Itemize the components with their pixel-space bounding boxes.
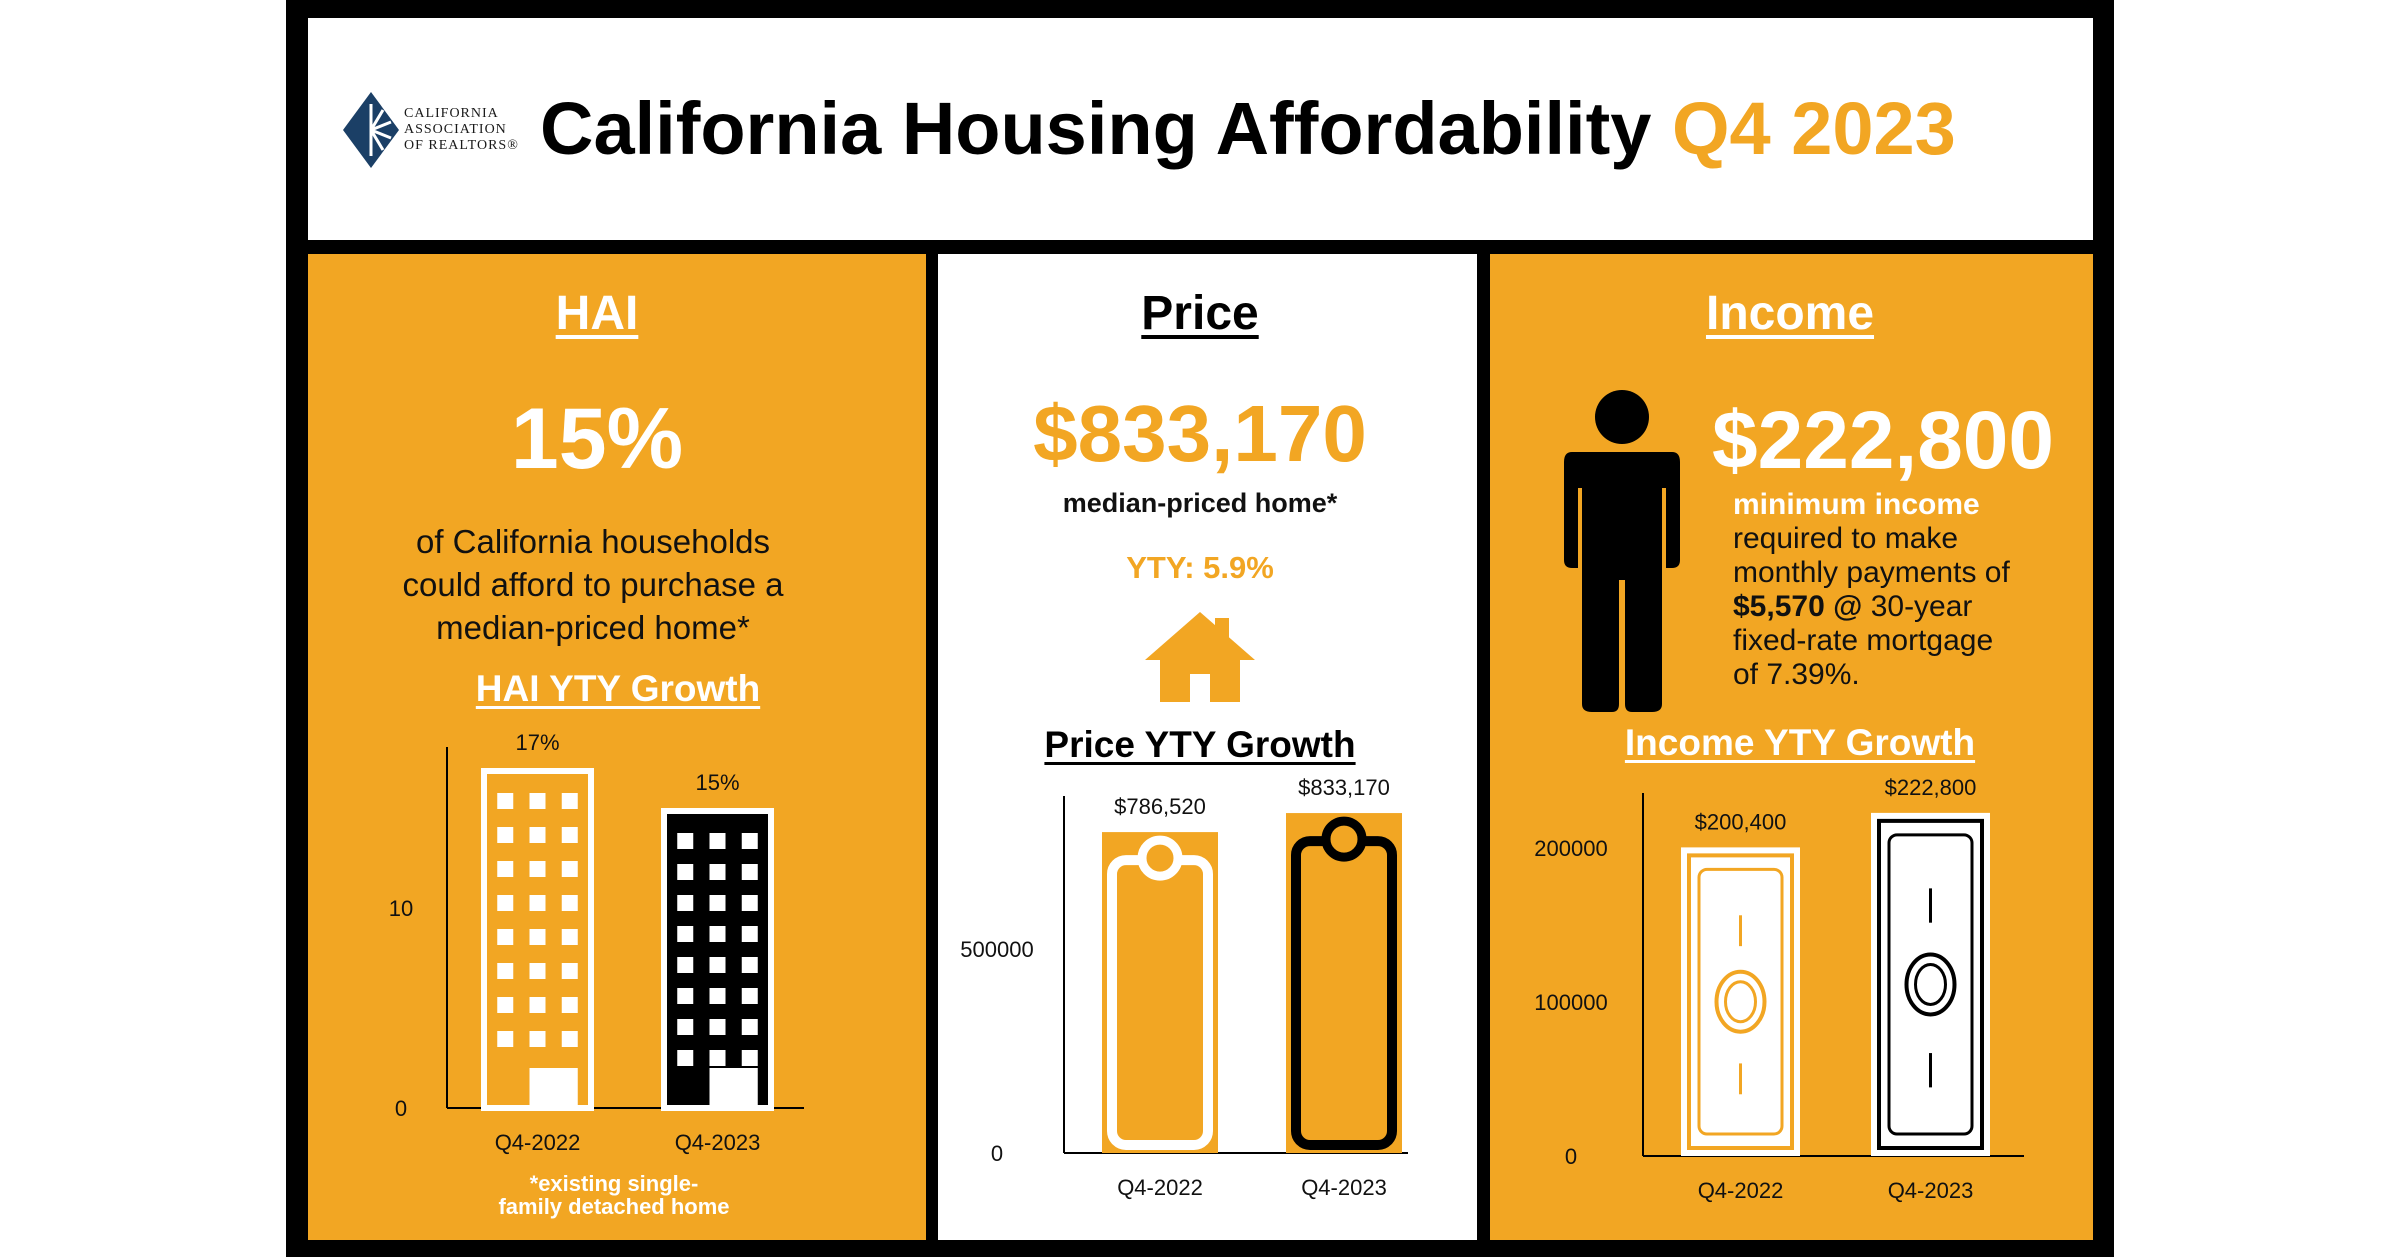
hai-title: HAI: [555, 287, 639, 340]
footnote-line: family detached home: [498, 1194, 730, 1219]
hai-panel: [308, 254, 926, 1240]
desc-line: of California households: [415, 523, 771, 560]
desc-line: of 7.39%.: [1733, 658, 1860, 691]
price-chart-title: Price YTY Growth: [1044, 724, 1356, 765]
price-value: $833,170: [1033, 389, 1367, 478]
income-chart-title: Income YTY Growth: [1624, 722, 1976, 763]
price-yty: YTY: 5.9%: [1126, 550, 1274, 585]
hai-chart-title: HAI YTY Growth: [475, 668, 761, 709]
price-description: median-priced home*: [1062, 488, 1338, 518]
logo-line: OF REALTORS®: [404, 138, 519, 153]
income-description: minimum income required to make monthly …: [1733, 488, 2010, 692]
logo-line: ASSOCIATION: [404, 122, 507, 137]
logo-line: CALIFORNIA: [404, 106, 499, 121]
desc-highlight: minimum income: [1733, 488, 1980, 521]
desc-line: required to make: [1733, 522, 1959, 555]
hai-description: of California households could afford to…: [403, 520, 784, 649]
house-icon: [1145, 612, 1255, 702]
income-title: Income: [1705, 287, 1875, 340]
desc-line: median-priced home*: [436, 609, 750, 646]
hai-footnote: *existing single- family detached home: [498, 1172, 729, 1218]
footnote-line: *existing single-: [529, 1171, 699, 1196]
title-period: Q4 2023: [1671, 87, 1956, 170]
title-text: California Housing Affordability: [540, 87, 1652, 170]
payment-term: 30-year: [1862, 590, 1973, 623]
logo-text: CALIFORNIA ASSOCIATION OF REALTORS®: [404, 106, 519, 154]
person-icon: [1564, 390, 1680, 712]
income-value: $222,800: [1712, 395, 2055, 486]
payment-amount: $5,570 @: [1733, 590, 1863, 623]
page-title: California Housing Affordability Q4 2023: [540, 86, 1956, 171]
hai-value: 15%: [510, 391, 684, 487]
desc-line-payment: $5,570 @ 30-year: [1733, 590, 2010, 624]
car-logo-icon: [343, 92, 399, 168]
header-banner: [308, 18, 2093, 240]
desc-line: monthly payments of: [1733, 556, 2010, 589]
desc-line: could afford to purchase a: [402, 566, 784, 603]
price-title: Price: [1141, 287, 1259, 340]
desc-line: fixed-rate mortgage: [1733, 624, 1994, 657]
